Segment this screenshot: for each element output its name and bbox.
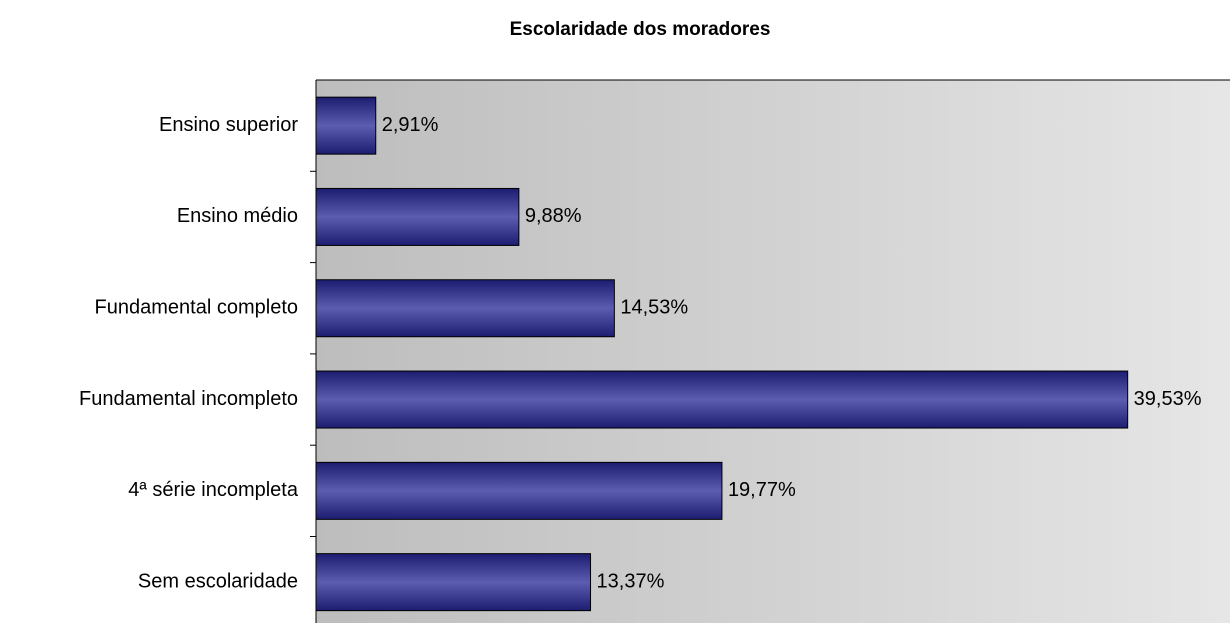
y-tick-label: Sem escolaridade: [138, 570, 298, 592]
value-label: 39,53%: [1134, 388, 1202, 410]
value-label: 2,91%: [382, 114, 439, 136]
y-tick-label: Ensino superior: [159, 114, 298, 136]
value-label: 13,37%: [597, 570, 665, 592]
y-tick-label: Fundamental incompleto: [79, 388, 298, 410]
y-tick-label: 4ª série incompleta: [128, 479, 299, 501]
bar: [315, 461, 723, 520]
y-tick-label: Ensino médio: [177, 205, 298, 227]
value-label: 9,88%: [525, 205, 582, 227]
y-tick-label: Fundamental completo: [95, 297, 298, 319]
value-label: 14,53%: [620, 297, 688, 319]
value-label: 19,77%: [728, 479, 796, 501]
bar: [315, 279, 615, 338]
bar: [315, 553, 592, 612]
bar: [315, 370, 1129, 429]
plot-area: [316, 80, 1230, 623]
bar: [315, 96, 377, 155]
bar: [315, 187, 520, 246]
chart-title: Escolaridade dos moradores: [510, 19, 771, 40]
